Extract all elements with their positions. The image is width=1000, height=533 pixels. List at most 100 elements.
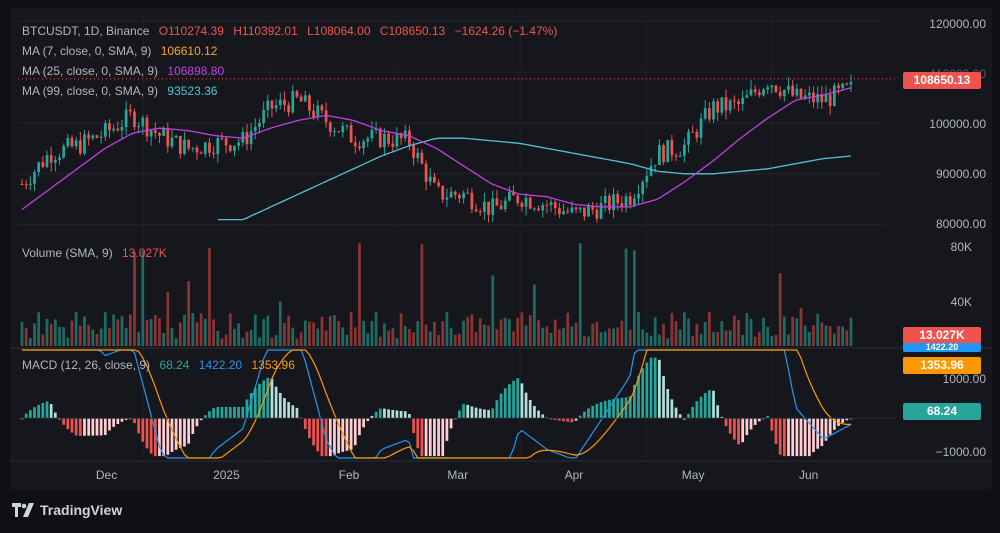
volume-bar	[174, 338, 178, 346]
macd-legend[interactable]: MACD (12, 26, close, 9) 68.24 1422.20 13…	[22, 358, 295, 372]
macd-hist-bar	[191, 418, 195, 434]
volume-bar	[570, 326, 574, 346]
candle-body	[674, 155, 678, 157]
macd-hist-bar	[345, 418, 349, 451]
candle	[158, 131, 161, 144]
volume-bar	[124, 327, 128, 346]
macd-hist-bar	[49, 404, 53, 419]
price-tag: 108650.13	[903, 72, 981, 89]
volume-bar	[478, 318, 482, 346]
candle-body	[728, 100, 732, 111]
volume-bar	[433, 321, 436, 346]
volume-bar	[312, 322, 315, 346]
candle-body	[732, 100, 736, 102]
candle-body	[449, 191, 453, 198]
high-value: H110392.01	[233, 24, 298, 38]
volume-bar	[841, 326, 845, 346]
macd-hist-bar	[483, 409, 486, 419]
volume-bar	[366, 333, 370, 346]
candle	[274, 99, 278, 113]
tradingview-footer[interactable]: TradingView	[12, 502, 122, 518]
macd-hist-bar	[478, 408, 482, 419]
candle	[433, 172, 436, 184]
candle	[353, 135, 357, 154]
candle	[74, 137, 78, 150]
candle-body	[266, 100, 270, 111]
macd-hist-bar	[216, 406, 220, 419]
candle-body	[187, 139, 190, 149]
macd-hist-bar	[274, 386, 278, 419]
candle-body	[362, 141, 365, 149]
macd-hist-bar	[712, 390, 715, 419]
macd-hist-bar	[449, 418, 453, 429]
candle	[533, 207, 536, 212]
candle-body	[408, 130, 411, 146]
candle-body	[178, 135, 182, 154]
volume-bar	[249, 329, 253, 346]
chart-canvas[interactable]: Dec 2025 Feb Mar Apr May Jun	[10, 8, 992, 490]
candle-body	[258, 122, 261, 128]
candle	[732, 95, 736, 109]
volume-bar	[645, 332, 649, 346]
candle-body	[766, 87, 770, 90]
candle	[199, 150, 203, 154]
candle-body	[828, 94, 832, 107]
volume-bar	[528, 315, 532, 346]
candle	[603, 188, 607, 212]
candle	[303, 90, 307, 102]
volume-tag: 13.027K	[903, 327, 981, 344]
candle	[408, 125, 411, 151]
ma7-legend[interactable]: MA (7, close, 0, SMA, 9) 106610.12	[22, 44, 217, 58]
candle-body	[662, 145, 665, 163]
volume-bar	[83, 316, 86, 346]
macd-hist-bar	[658, 359, 661, 419]
volume-bar	[91, 329, 95, 346]
volume-bar	[224, 334, 228, 346]
volume-bar	[649, 335, 653, 346]
candle-body	[28, 183, 32, 185]
candle	[58, 153, 61, 166]
macd-hist-bar	[62, 418, 66, 425]
macd-hist-bar	[824, 418, 828, 441]
candle	[562, 203, 565, 216]
candle	[770, 84, 774, 94]
volume-bar	[545, 326, 549, 346]
candle-body	[428, 176, 432, 182]
macd-hist-bar	[595, 403, 599, 419]
macd-hist-bar	[445, 418, 449, 441]
volume-bar	[33, 323, 36, 346]
volume-bar	[828, 326, 832, 346]
ma25-legend[interactable]: MA (25, close, 0, SMA, 9) 106898.80	[22, 64, 224, 78]
macd-hist-bar	[391, 410, 395, 419]
volume-legend[interactable]: Volume (SMA, 9) 13.027K	[22, 246, 167, 260]
candle-body	[237, 142, 240, 146]
candle-body	[141, 117, 145, 126]
candle-body	[782, 89, 786, 97]
ma99-legend[interactable]: MA (99, close, 0, SMA, 9) 93523.36	[22, 84, 217, 98]
candle	[712, 98, 715, 123]
volume-bar	[553, 319, 557, 346]
candle-body	[745, 95, 749, 98]
candle-body	[832, 85, 836, 107]
candle-body	[491, 198, 495, 215]
volume-bar	[732, 315, 736, 346]
macd-hist-bar	[795, 418, 799, 457]
macd-hist-bar	[241, 406, 245, 419]
volume-bar	[37, 312, 41, 346]
candle	[291, 85, 295, 114]
macd-hist-bar	[666, 389, 670, 419]
candle	[33, 169, 36, 191]
candle-body	[99, 136, 103, 138]
volume-bar	[216, 330, 220, 346]
candle	[91, 134, 95, 141]
volume-bar	[703, 322, 707, 346]
candle	[641, 179, 645, 203]
candle-body	[774, 85, 778, 92]
candle	[574, 206, 578, 214]
chart-panel[interactable]: Dec 2025 Feb Mar Apr May Jun BTCUSDT, 1D, Bina…	[10, 8, 992, 490]
ma7-value: 106610.12	[160, 44, 218, 58]
candle-body	[587, 205, 590, 217]
volume-bar	[503, 317, 507, 346]
volume-bar	[720, 320, 724, 346]
volume-bar	[428, 331, 432, 346]
